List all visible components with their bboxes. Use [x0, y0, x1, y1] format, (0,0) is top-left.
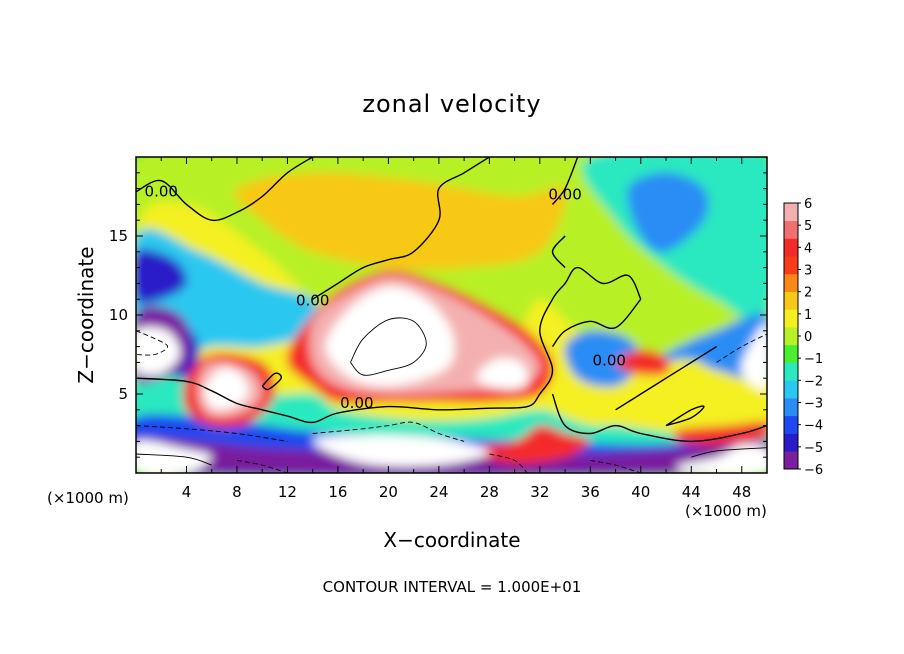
velocity-region-18: [464, 425, 591, 464]
contour-label-3: 0.00: [548, 186, 581, 204]
colorbar-tick-label: 3: [804, 264, 812, 279]
contour-labels: 0.00 0.00 0.00 0.00 0.00: [145, 183, 626, 413]
negative-contour-5: [236, 459, 288, 473]
y-tick-label: 5: [118, 385, 128, 403]
colorbar-tick-label: −5: [804, 441, 823, 456]
colorbar-tick-label: −6: [804, 463, 823, 478]
zero-contour-7: [551, 235, 566, 269]
zero-contour-3: [551, 393, 767, 443]
y-unit-label: (×1000 m): [47, 489, 129, 507]
velocity-region-24: [740, 322, 767, 391]
positive-contour-1: [136, 453, 212, 466]
positive-contour-0: [350, 317, 427, 376]
contour-lines: [136, 157, 767, 473]
colorbar-swatch-2: [784, 415, 798, 434]
velocity-region-17: [673, 421, 767, 445]
zero-contour-2: [551, 298, 642, 348]
x-tick-label: 12: [278, 483, 297, 501]
negative-contour-1: [312, 421, 465, 442]
plot-area: 0.00 0.00 0.00 0.00 0.00: [135, 156, 768, 474]
y-axis-ticks: 5 10 15: [109, 172, 767, 458]
contour-label-0: 0.00: [145, 183, 178, 201]
velocity-region-22: [204, 366, 249, 411]
colorbar-swatch-9: [784, 291, 798, 310]
velocity-region-2: [235, 172, 566, 270]
x-tick-label: 16: [328, 483, 347, 501]
positive-contour-2: [691, 447, 767, 458]
colorbar-swatch-6: [784, 344, 798, 363]
colorbar-tick-label: 6: [804, 197, 812, 212]
x-tick-label: 44: [682, 483, 701, 501]
colorbar-swatch-12: [784, 238, 798, 257]
velocity-region-23: [476, 357, 529, 390]
colorbar-tick-label: 5: [804, 219, 812, 234]
x-unit-label: (×1000 m): [685, 502, 767, 520]
negative-contour-4: [716, 333, 767, 363]
velocity-region-6: [136, 249, 187, 304]
colorbar-tick-label: −2: [804, 374, 823, 389]
chart-title: zonal velocity: [362, 90, 541, 118]
x-axis-label: X−coordinate: [383, 528, 520, 552]
velocity-field: [136, 157, 767, 473]
velocity-region-27: [136, 440, 212, 473]
colorbar-swatch-5: [784, 362, 798, 381]
velocity-region-16: [615, 349, 670, 376]
x-tick-label: 24: [429, 483, 448, 501]
velocity-region-11: [653, 313, 767, 382]
x-tick-label: 48: [732, 483, 751, 501]
negative-contour-3: [136, 330, 169, 356]
colorbar-swatch-14: [784, 203, 798, 222]
colorbar-tick-label: 1: [804, 308, 812, 323]
colorbar-swatch-11: [784, 256, 798, 275]
x-tick-label: 28: [480, 483, 499, 501]
colorbar-tick-label: −1: [804, 352, 823, 367]
velocity-region-28: [312, 434, 490, 467]
negative-contour-6: [590, 459, 641, 473]
colorbar-swatch-1: [784, 433, 798, 452]
velocity-region-5: [627, 172, 709, 253]
x-tick-label: 4: [182, 483, 192, 501]
negative-contour-2: [489, 453, 528, 473]
colorbar-tick-label: 0: [804, 330, 812, 345]
colorbar-tick-label: −3: [804, 397, 823, 412]
colorbar-swatch-0: [784, 451, 798, 470]
colorbar-swatch-3: [784, 398, 798, 417]
colorbar-swatch-10: [784, 273, 798, 292]
y-axis-label: Z−coordinate: [74, 246, 98, 383]
colorbar-swatch-8: [784, 309, 798, 328]
colorbar-swatch-4: [784, 380, 798, 399]
velocity-region-21: [325, 286, 455, 387]
colorbar-tick-label: −4: [804, 419, 823, 434]
contour-interval-note: CONTOUR INTERVAL = 1.000E+01: [323, 578, 582, 596]
x-tick-label: 32: [530, 483, 549, 501]
x-axis-ticks: 4 8 12 16 20 24 28 32 36 40 44 48: [160, 157, 751, 501]
colorbar-swatch-7: [784, 327, 798, 346]
colorbar-tick-label: 2: [804, 286, 812, 301]
colorbar: 6 5 4 3 2 1 0 −1 −2 −3 −4 −5 −6: [783, 197, 823, 478]
zero-contour-6: [551, 157, 579, 205]
velocity-region-25: [136, 326, 181, 376]
zero-contour-4: [312, 157, 490, 300]
zero-contour-1: [136, 266, 642, 424]
y-tick-label: 10: [109, 306, 128, 324]
x-tick-label: 20: [379, 483, 398, 501]
contour-label-4: 0.00: [593, 352, 626, 370]
velocity-region-10: [564, 330, 642, 387]
x-tick-label: 40: [631, 483, 650, 501]
zero-contour-9: [665, 405, 705, 427]
zero-contour-5: [615, 346, 717, 411]
negative-contour-0: [136, 425, 288, 442]
y-tick-label: 15: [109, 227, 128, 245]
zero-contour-8: [261, 372, 282, 391]
contour-label-2: 0.00: [340, 394, 373, 412]
x-tick-label: 36: [581, 483, 600, 501]
zero-contour-0: [136, 157, 314, 222]
velocity-region-26: [676, 444, 767, 473]
contour-label-1: 0.00: [296, 292, 329, 310]
x-tick-label: 8: [232, 483, 242, 501]
colorbar-swatch-13: [784, 220, 798, 239]
colorbar-tick-label: 4: [804, 241, 812, 256]
